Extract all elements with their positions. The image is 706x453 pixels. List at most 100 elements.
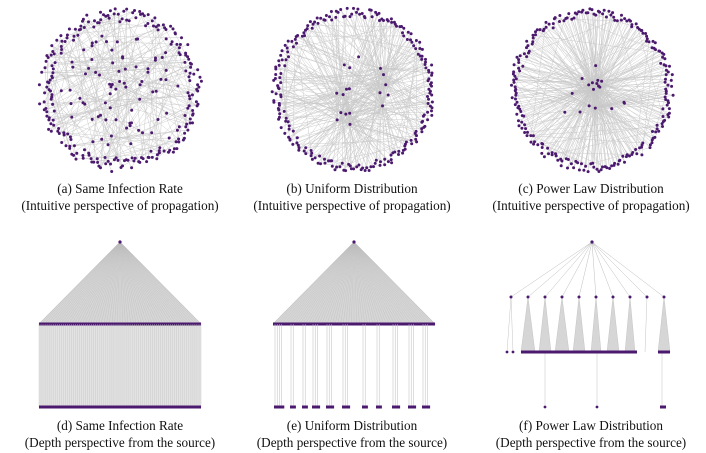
- node: [161, 23, 165, 27]
- edge: [92, 241, 121, 325]
- node: [350, 12, 354, 16]
- node: [156, 28, 160, 32]
- hub-node: [560, 295, 564, 299]
- hub-node: [577, 295, 581, 299]
- node: [51, 102, 55, 106]
- node: [169, 42, 173, 46]
- edge: [119, 241, 158, 325]
- node: [104, 118, 108, 122]
- node: [347, 162, 351, 166]
- node: [384, 83, 388, 87]
- node: [116, 158, 120, 162]
- node: [293, 37, 297, 41]
- edge: [119, 241, 185, 325]
- node: [187, 57, 191, 61]
- node: [667, 101, 670, 105]
- node: [192, 72, 196, 76]
- node: [105, 40, 108, 44]
- edge: [353, 241, 409, 325]
- node: [592, 165, 596, 169]
- edge: [280, 241, 355, 325]
- node: [186, 106, 190, 110]
- leaf-group: [326, 405, 335, 409]
- node: [358, 12, 362, 16]
- node: [510, 96, 514, 100]
- node: [282, 109, 286, 113]
- edge: [119, 241, 129, 325]
- node: [343, 14, 347, 18]
- node: [287, 124, 291, 128]
- node: [118, 80, 122, 83]
- node: [123, 159, 126, 163]
- node: [587, 104, 591, 108]
- node: [653, 41, 657, 45]
- node: [315, 16, 319, 20]
- edge: [353, 241, 390, 325]
- node: [664, 77, 667, 81]
- node: [287, 127, 291, 131]
- node: [295, 141, 299, 145]
- node: [277, 59, 281, 63]
- edge: [111, 241, 121, 325]
- node: [93, 19, 96, 23]
- node: [349, 167, 353, 171]
- node: [547, 22, 551, 26]
- node: [134, 65, 138, 69]
- node: [613, 18, 617, 22]
- node: [655, 123, 659, 127]
- node: [70, 115, 74, 119]
- edge: [119, 241, 196, 325]
- node: [514, 97, 517, 101]
- edge: [46, 241, 121, 325]
- node: [50, 44, 54, 48]
- node: [665, 103, 669, 107]
- node: [183, 60, 187, 64]
- node: [395, 24, 398, 28]
- node: [661, 125, 664, 128]
- node: [535, 28, 539, 32]
- node: [50, 95, 54, 99]
- node: [554, 152, 557, 156]
- edge: [510, 241, 593, 298]
- edge: [353, 241, 417, 325]
- node: [342, 63, 346, 67]
- edge: [87, 241, 121, 325]
- fan-lines: [272, 241, 436, 325]
- node: [330, 164, 334, 168]
- node: [49, 129, 53, 133]
- node: [324, 14, 328, 17]
- edge: [119, 241, 150, 325]
- node: [661, 107, 665, 111]
- edge: [302, 241, 355, 325]
- node: [634, 148, 638, 151]
- node: [284, 58, 288, 62]
- node: [310, 26, 314, 30]
- node: [355, 165, 359, 169]
- node: [150, 155, 154, 159]
- node: [569, 162, 573, 166]
- node: [586, 11, 590, 15]
- node: [189, 62, 193, 66]
- node: [138, 83, 142, 87]
- node: [379, 66, 382, 70]
- node: [52, 52, 56, 56]
- node: [59, 34, 63, 38]
- node: [103, 156, 107, 159]
- node: [369, 8, 373, 12]
- node: [644, 32, 648, 35]
- node: [45, 110, 49, 114]
- node: [112, 12, 116, 16]
- hub-node: [594, 295, 598, 299]
- node: [94, 40, 98, 44]
- node: [650, 138, 654, 142]
- node: [83, 102, 87, 106]
- node: [311, 22, 315, 26]
- node: [130, 166, 134, 170]
- node: [159, 77, 163, 81]
- node: [369, 165, 373, 169]
- edge: [353, 241, 371, 325]
- node: [81, 156, 85, 160]
- root-edges: [510, 241, 665, 298]
- node: [195, 87, 199, 91]
